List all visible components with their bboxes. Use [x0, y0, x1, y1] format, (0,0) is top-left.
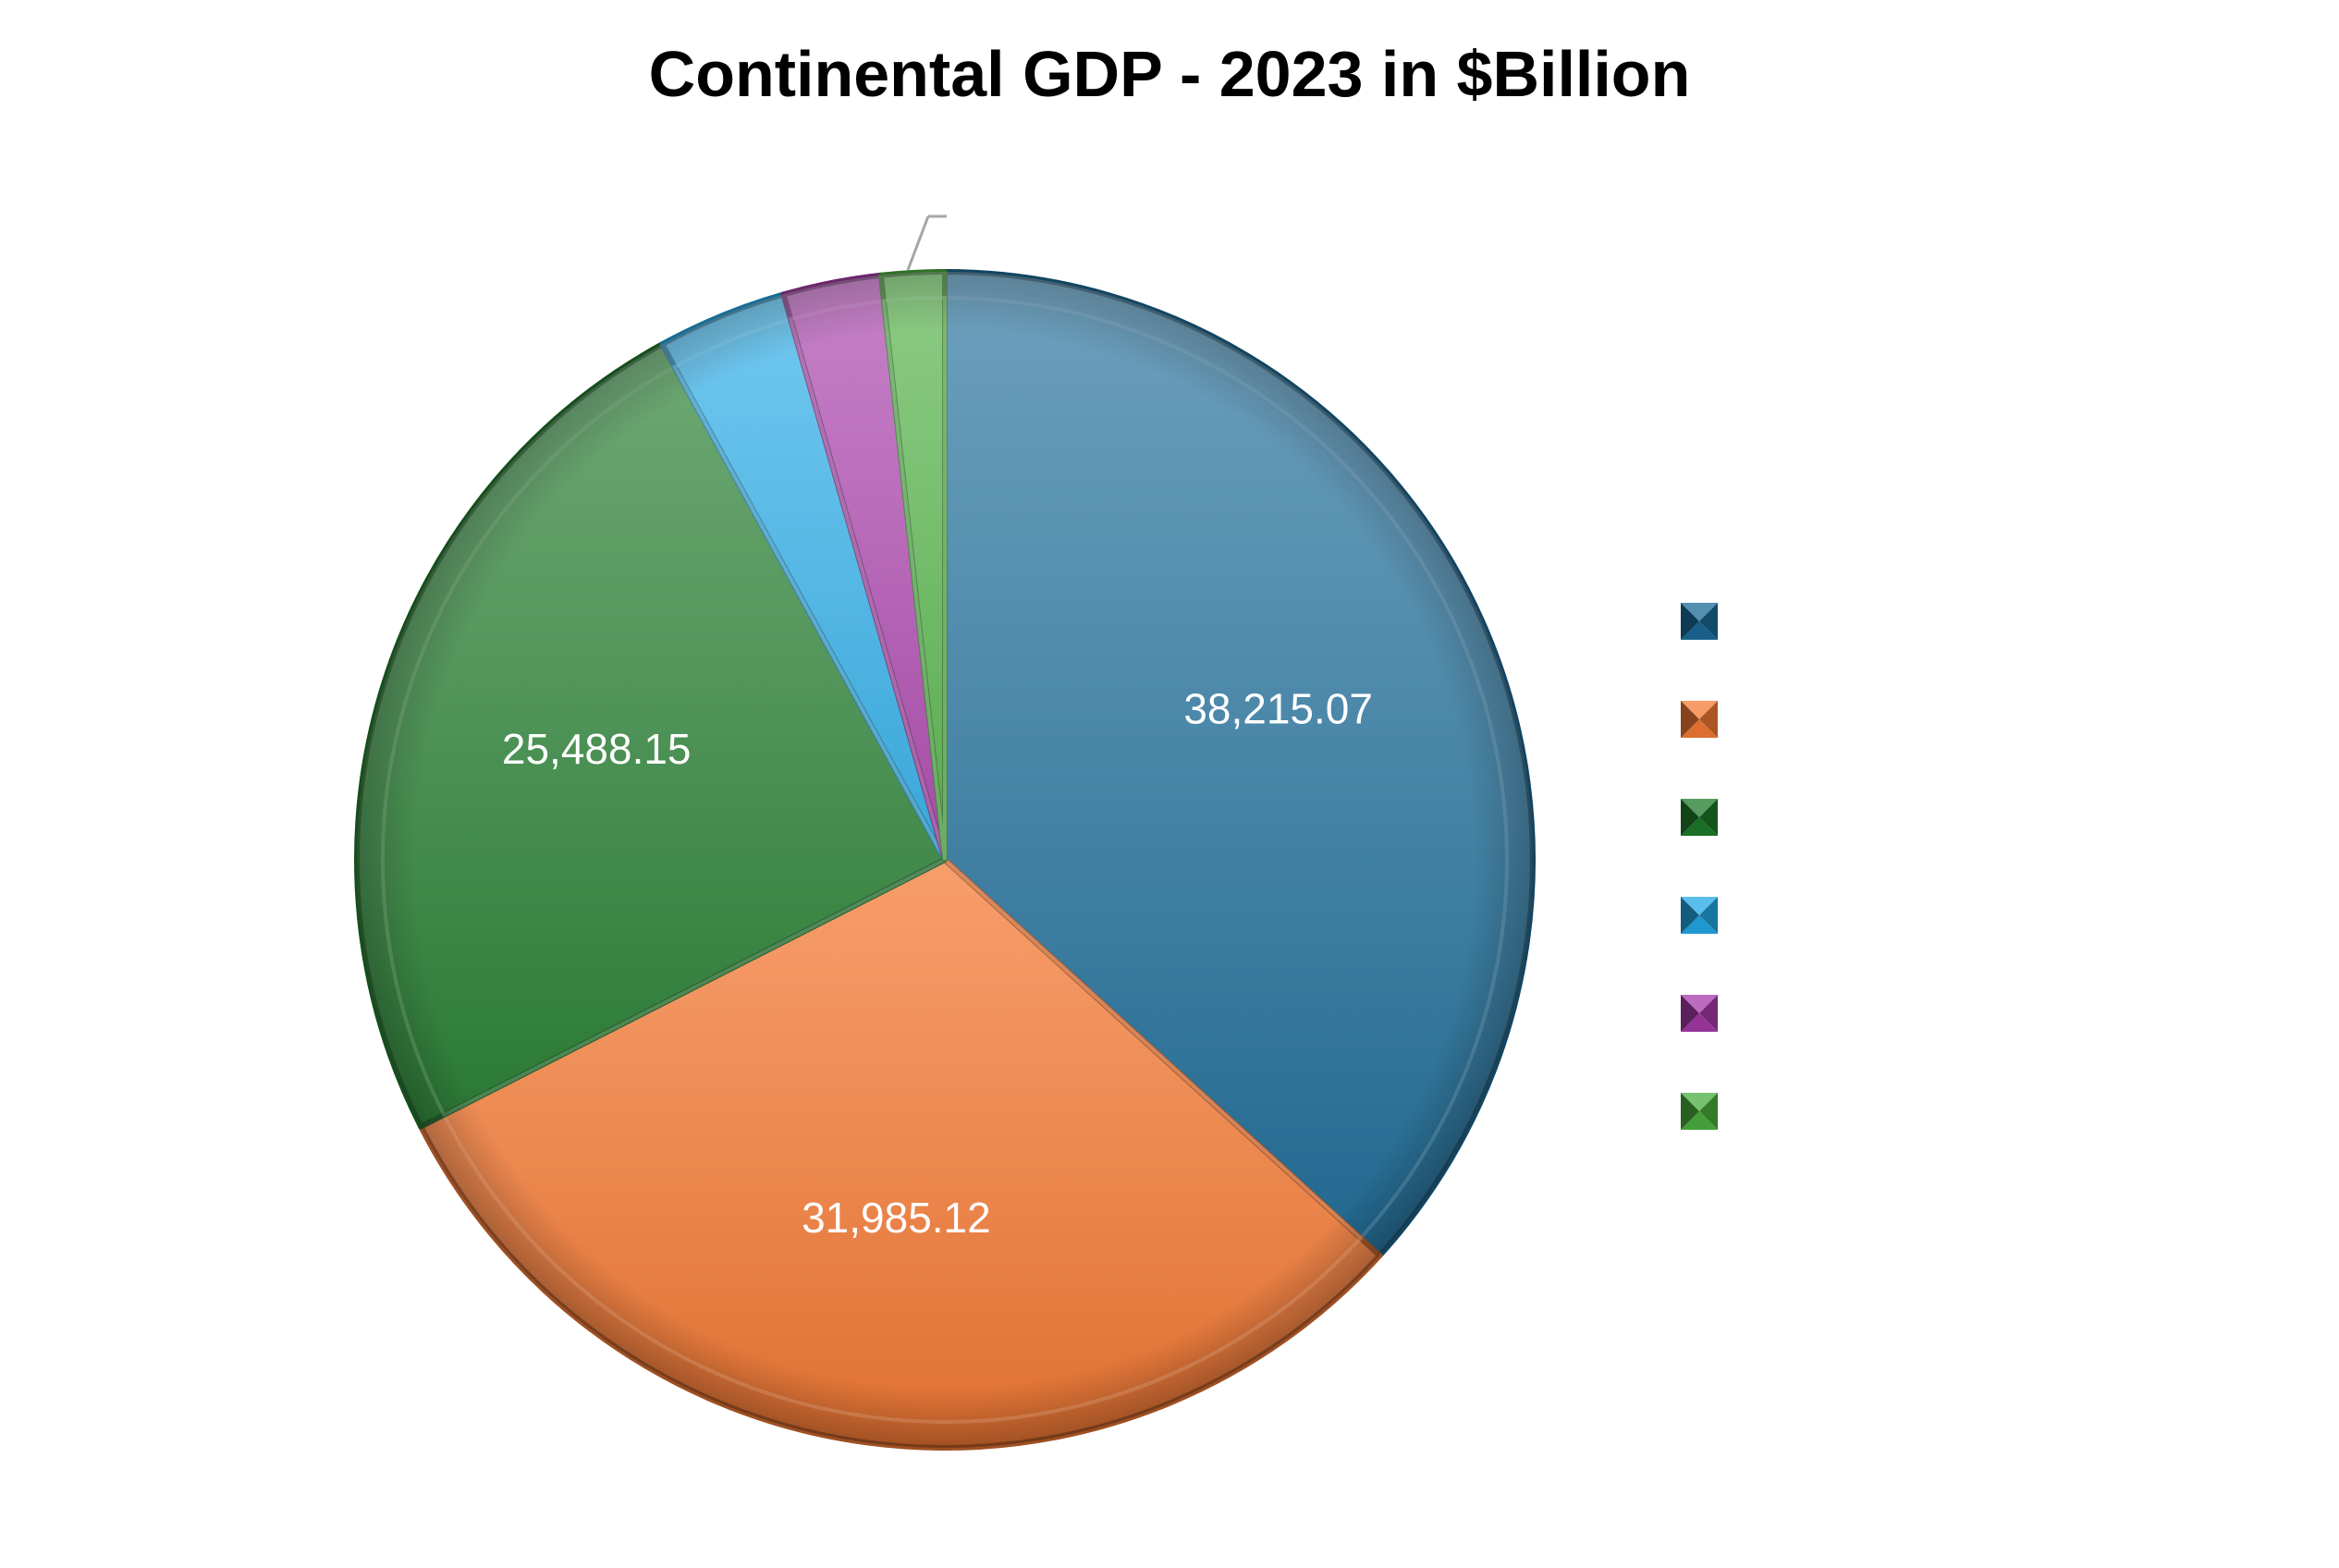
legend-swatch-3 — [1681, 799, 1718, 836]
legend-item-6 — [1681, 1093, 1718, 1130]
legend-item-3 — [1681, 799, 1718, 836]
legend-swatch-1 — [1681, 603, 1718, 640]
legend-swatch-2 — [1681, 701, 1718, 738]
legend-swatch-6 — [1681, 1093, 1718, 1130]
data-label-3: 25,488.15 — [502, 725, 692, 773]
legend-item-1 — [1681, 603, 1718, 640]
leader-line-2 — [906, 215, 930, 271]
legend-swatch-5 — [1681, 995, 1718, 1032]
data-label-1: 38,215.07 — [1183, 685, 1373, 733]
legend-swatch-4 — [1681, 897, 1718, 934]
chart-title: Continental GDP - 2023 in $Billion — [648, 38, 1691, 110]
data-label-2: 31,985.12 — [802, 1194, 991, 1242]
legend — [1681, 603, 1718, 1191]
legend-item-4 — [1681, 897, 1718, 934]
legend-item-5 — [1681, 995, 1718, 1032]
legend-item-2 — [1681, 701, 1718, 738]
